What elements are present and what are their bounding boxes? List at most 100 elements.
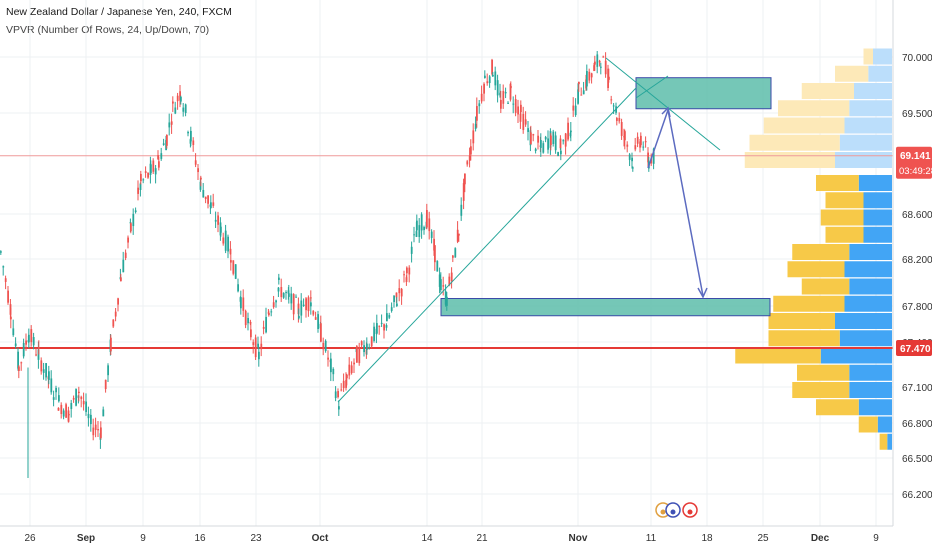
candle-body xyxy=(75,389,77,406)
event-dot-icon xyxy=(670,509,676,515)
candle-body xyxy=(28,334,30,343)
candle-body xyxy=(30,329,33,343)
candle-body xyxy=(652,148,655,164)
candle-body xyxy=(265,316,267,333)
vp-down-bar xyxy=(844,295,892,312)
supply-demand-zone xyxy=(635,77,772,110)
candle-body xyxy=(142,179,145,181)
candle-body xyxy=(237,284,239,292)
candle-body xyxy=(272,302,275,308)
candle-body xyxy=(80,396,83,400)
candle-body xyxy=(104,379,107,390)
vp-up-bar xyxy=(820,209,864,226)
x-tick-label: 23 xyxy=(250,533,262,544)
candle-body xyxy=(532,134,535,136)
candle-body xyxy=(616,117,618,121)
candle-body xyxy=(499,92,501,96)
candle-body xyxy=(438,274,441,287)
candle-body xyxy=(87,413,90,419)
candle-body xyxy=(180,96,182,102)
indicator-label[interactable]: VPVR (Number Of Rows, 24, Up/Down, 70) xyxy=(6,24,210,36)
candle-body xyxy=(42,369,45,373)
x-tick-label: Sep xyxy=(77,533,95,544)
candle-body xyxy=(562,140,565,142)
candle-body xyxy=(494,71,497,86)
candle-body xyxy=(68,413,70,416)
candle-body xyxy=(608,76,610,80)
candle-body xyxy=(262,326,265,329)
candle-body xyxy=(403,274,405,276)
candle-body xyxy=(472,130,475,144)
vp-up-bar xyxy=(835,65,869,82)
candle-body xyxy=(383,324,385,331)
candle-body xyxy=(107,365,109,376)
candle-body xyxy=(252,342,255,346)
vp-down-bar xyxy=(887,433,892,450)
candle-body xyxy=(82,400,85,405)
candle-body xyxy=(512,103,515,105)
vp-up-bar xyxy=(825,226,864,243)
candle-body xyxy=(57,407,60,411)
candle-body xyxy=(324,340,327,352)
y-tick-label: 66.500 xyxy=(902,454,932,465)
candle-body xyxy=(370,336,373,347)
current-price-label: 69.141 xyxy=(900,151,931,162)
candle-body xyxy=(500,99,502,109)
trend-line xyxy=(635,75,669,99)
candle-body xyxy=(337,391,339,398)
candle-body xyxy=(310,302,312,307)
vp-up-bar xyxy=(863,48,873,65)
candle-body xyxy=(628,154,631,160)
candle-body xyxy=(280,287,283,298)
candle-body xyxy=(476,106,478,121)
event-dot-icon xyxy=(660,509,666,515)
trend-line xyxy=(605,57,721,151)
vp-up-bar xyxy=(879,433,888,450)
x-tick-label: 26 xyxy=(24,533,36,544)
candle-body xyxy=(137,187,139,194)
candle-body xyxy=(594,61,596,65)
candle-body xyxy=(604,60,607,75)
candle-body xyxy=(380,322,383,324)
vp-down-bar xyxy=(835,313,892,329)
candle-body xyxy=(345,379,347,388)
candle-body xyxy=(70,403,73,409)
candle-body xyxy=(433,238,435,251)
candle-body xyxy=(520,104,522,113)
candle-body xyxy=(330,358,332,373)
candle-body xyxy=(18,366,20,372)
candle-body xyxy=(598,60,601,63)
candle-body xyxy=(624,131,626,141)
vp-up-bar xyxy=(768,313,835,329)
candle-body xyxy=(194,160,197,165)
candle-body xyxy=(527,128,529,132)
candle-body xyxy=(152,160,155,172)
vp-up-bar xyxy=(825,192,864,209)
candle-body xyxy=(260,343,263,350)
candle-body xyxy=(620,121,623,136)
candle-body xyxy=(166,135,168,146)
candle-body xyxy=(114,311,117,317)
vp-down-bar xyxy=(858,399,892,416)
candle-body xyxy=(55,387,57,393)
candle-body xyxy=(230,260,232,263)
candle-body xyxy=(217,215,219,225)
candle-body xyxy=(40,360,43,372)
x-tick-label: Dec xyxy=(811,533,830,544)
candle-body xyxy=(65,404,67,418)
vp-down-bar xyxy=(820,347,892,364)
candle-body xyxy=(577,89,579,104)
vp-up-bar xyxy=(792,382,850,398)
candle-body xyxy=(214,219,217,222)
candle-body xyxy=(600,66,602,68)
candle-body xyxy=(557,152,559,156)
candle-body xyxy=(257,343,259,347)
candle-body xyxy=(612,105,615,107)
candle-body xyxy=(312,311,315,315)
vp-down-bar xyxy=(854,83,892,99)
candle-body xyxy=(450,272,453,282)
y-tick-label: 67.800 xyxy=(902,302,932,313)
candle-body xyxy=(368,346,371,348)
candle-body xyxy=(172,101,174,104)
